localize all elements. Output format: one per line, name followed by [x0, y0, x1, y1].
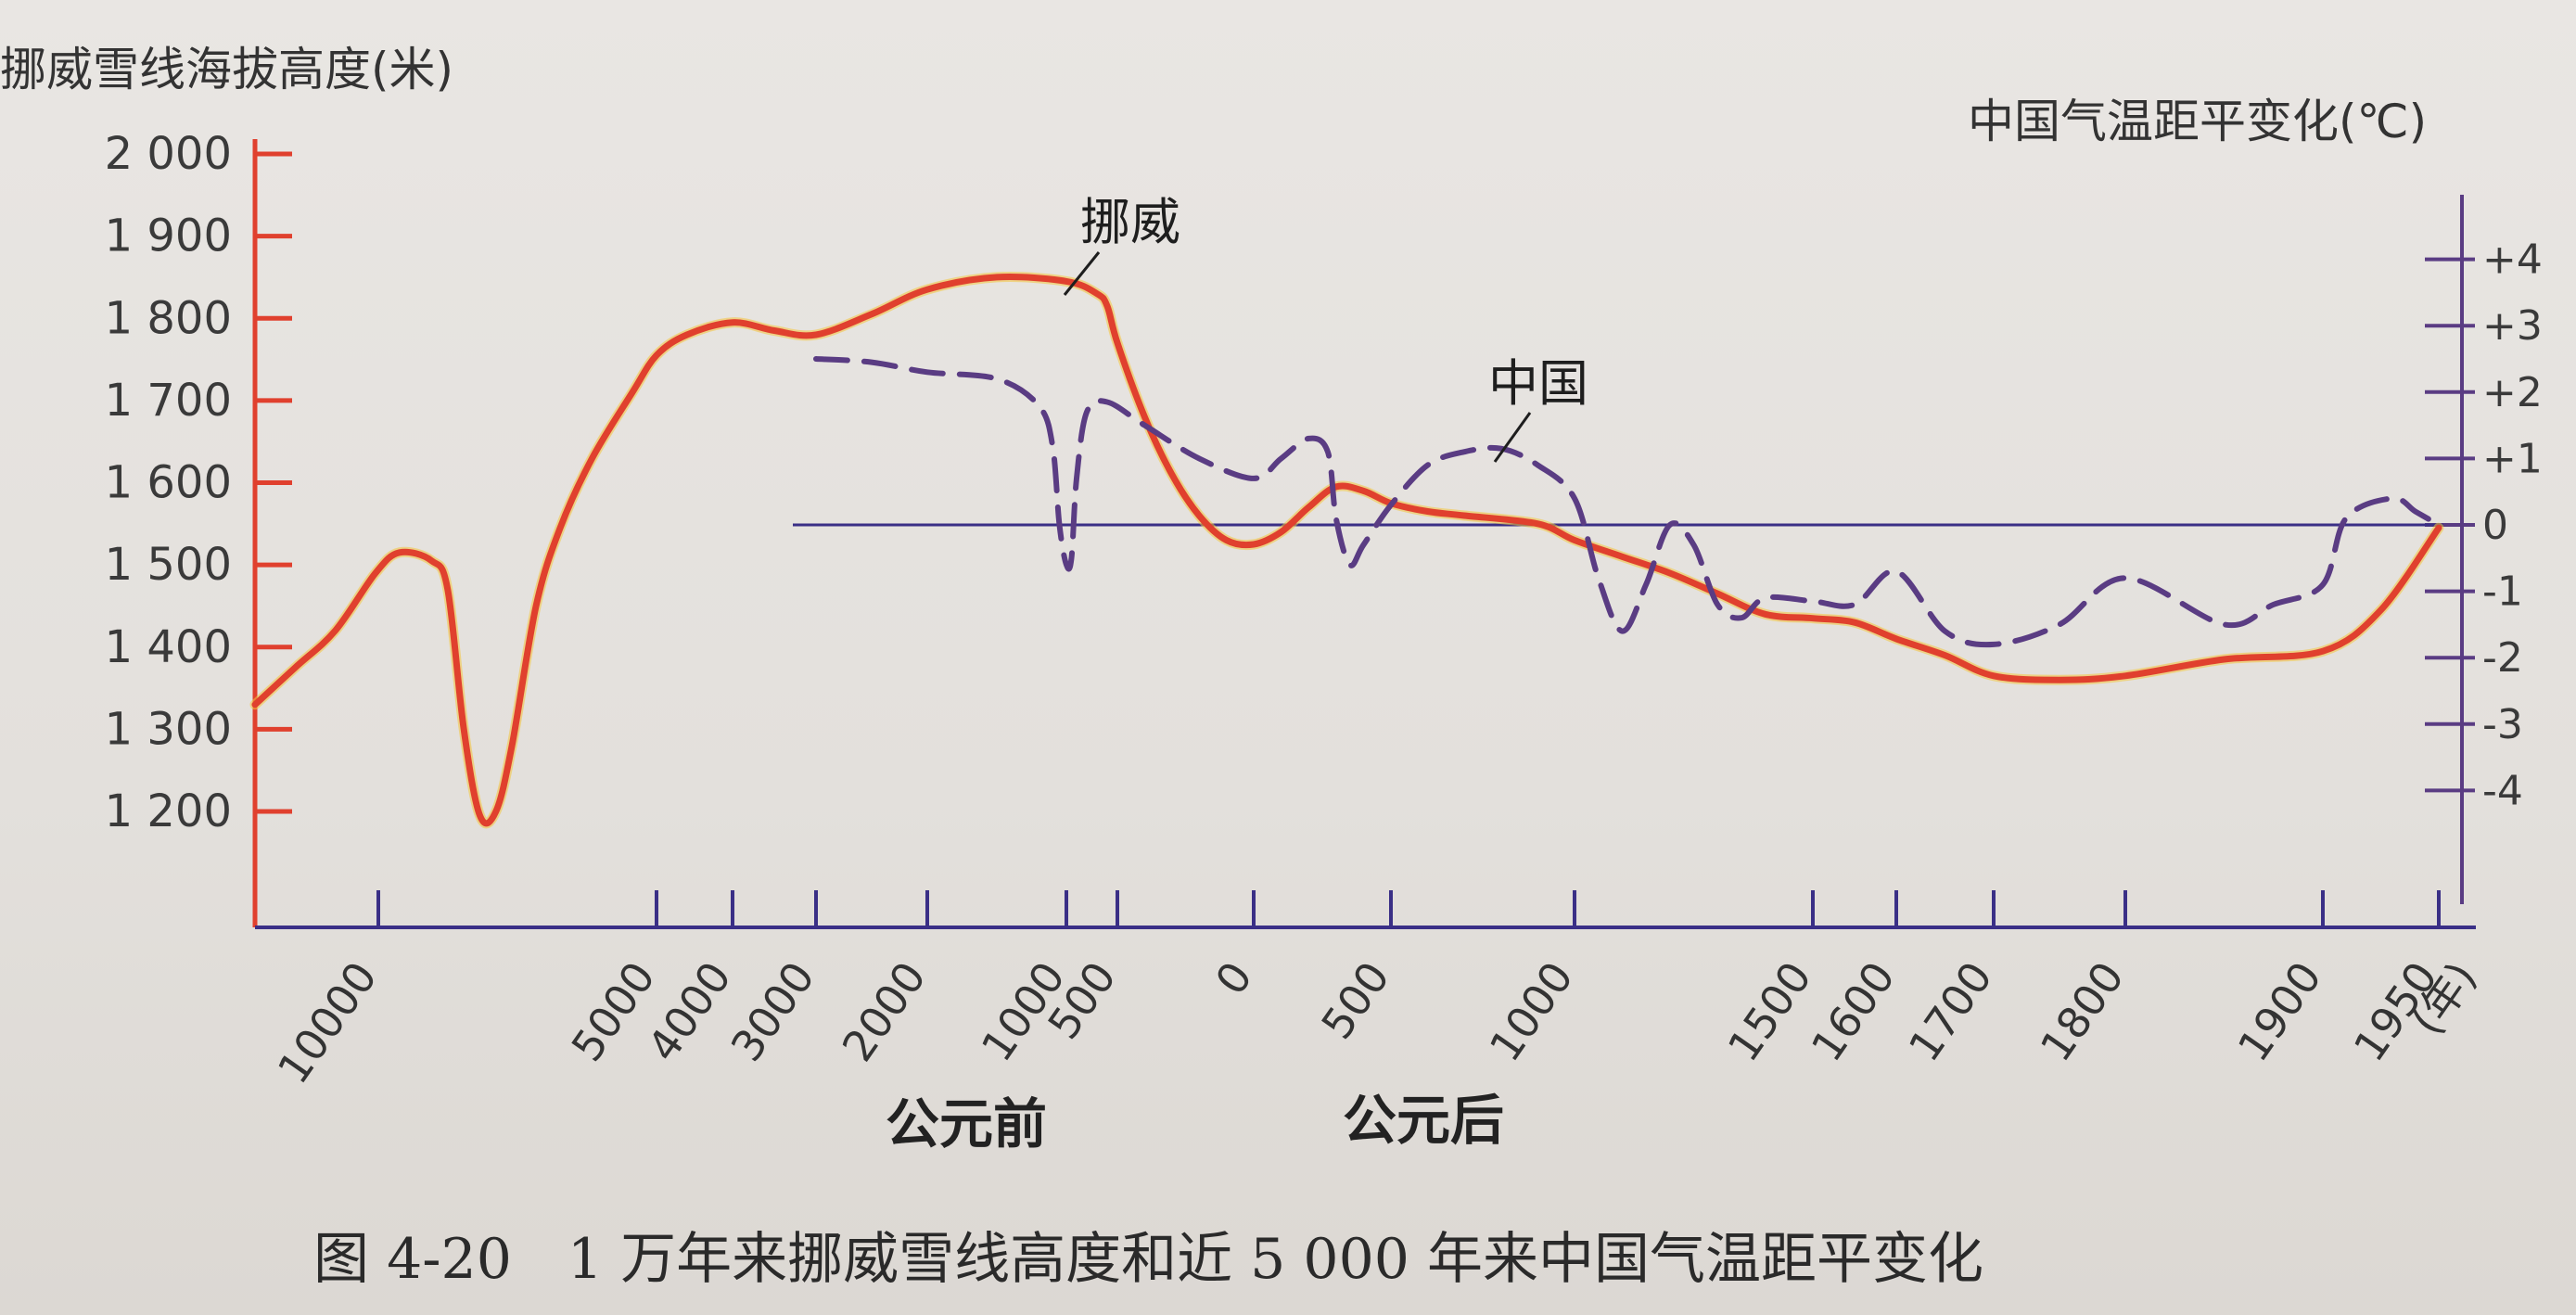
series-label-china: 中国: [1488, 354, 1588, 413]
x-tick-label: 5000: [562, 952, 665, 1070]
left-tick-label: 1 600: [105, 457, 232, 509]
left-tick-label: 1 800: [105, 292, 232, 344]
x-tick-label: 1700: [1899, 952, 2002, 1070]
right-tick-label: +3: [2482, 302, 2543, 350]
left-tick-label: 2 000: [105, 128, 232, 180]
leader-line-china: [1493, 412, 1532, 463]
left-tick-label: 1 300: [105, 703, 232, 755]
x-tick-label: 2000: [833, 952, 936, 1070]
left-axis-title: 挪威雪线海拔高度(米): [0, 43, 453, 96]
leader-line-norway: [1063, 251, 1101, 296]
series-label-norway: 挪威: [1080, 193, 1180, 251]
right-axis: +4 +3 +2 +1 0 -1 -2 -3 -4: [2425, 195, 2543, 904]
left-tick-label: 1 700: [105, 375, 232, 427]
left-tick-label: 1 500: [105, 539, 232, 591]
series-norway-line: [251, 274, 2442, 827]
left-axis: 2 000 1 900 1 800 1 700 1 600 1 500 1 400 1 300…: [105, 128, 292, 927]
right-tick-label: 0: [2482, 502, 2508, 549]
right-tick-label: -1: [2482, 568, 2523, 616]
x-tick-label: 1800: [2031, 952, 2134, 1070]
right-tick-label: -2: [2482, 634, 2523, 682]
x-tick-label: 500: [1311, 952, 1399, 1048]
right-tick-label: +4: [2482, 236, 2543, 284]
x-tick-label: 3000: [721, 952, 824, 1070]
x-tick-label: 4000: [638, 952, 741, 1070]
x-tick-label: 0: [1205, 952, 1262, 1003]
right-tick-label: +2: [2482, 369, 2543, 416]
right-axis-title: 中国气温距平变化(℃): [1968, 95, 2427, 148]
x-tick-label: 10000: [268, 952, 387, 1092]
series-norway-glow: [249, 272, 2444, 829]
left-tick-label: 1 900: [105, 211, 232, 262]
x-tick-label: 1600: [1802, 952, 1905, 1070]
series-china-line: [813, 356, 2442, 648]
x-tick-label: 1500: [1718, 952, 1821, 1070]
x-tick-label: 1900: [2228, 952, 2331, 1070]
era-label-ad: 公元后: [1343, 1089, 1504, 1152]
right-tick-label: +1: [2482, 435, 2543, 482]
right-tick-label: -3: [2482, 701, 2523, 748]
figure-caption: 图 4-20 1 万年来挪威雪线高度和近 5 000 年来中国气温距平变化: [313, 1227, 1983, 1292]
era-label-bc: 公元前: [886, 1092, 1047, 1155]
left-tick-label: 1 200: [105, 785, 232, 837]
left-tick-label: 1 400: [105, 621, 232, 673]
x-tick-label: 1000: [1480, 952, 1583, 1070]
right-tick-label: -4: [2482, 767, 2523, 814]
